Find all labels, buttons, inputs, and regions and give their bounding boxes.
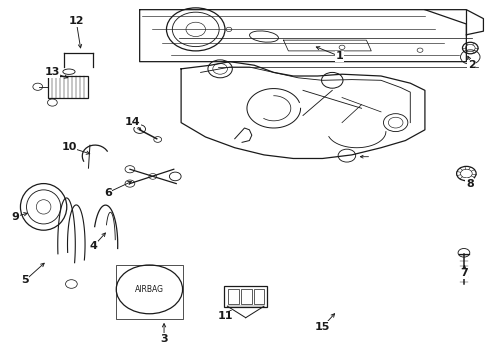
Text: 1: 1 — [335, 51, 343, 61]
Text: 4: 4 — [89, 241, 97, 251]
Text: 14: 14 — [124, 117, 140, 127]
Text: 15: 15 — [314, 322, 329, 332]
Text: 9: 9 — [11, 212, 19, 221]
Text: 7: 7 — [459, 268, 467, 278]
Text: 2: 2 — [467, 60, 475, 70]
Text: AIRBAG: AIRBAG — [135, 285, 163, 294]
Text: 5: 5 — [21, 275, 29, 285]
Text: 6: 6 — [104, 188, 112, 198]
Text: 8: 8 — [465, 179, 473, 189]
Text: 3: 3 — [160, 333, 167, 343]
Text: 13: 13 — [44, 67, 60, 77]
Text: 11: 11 — [217, 311, 232, 321]
Text: 12: 12 — [68, 17, 84, 27]
Text: 10: 10 — [61, 142, 77, 152]
